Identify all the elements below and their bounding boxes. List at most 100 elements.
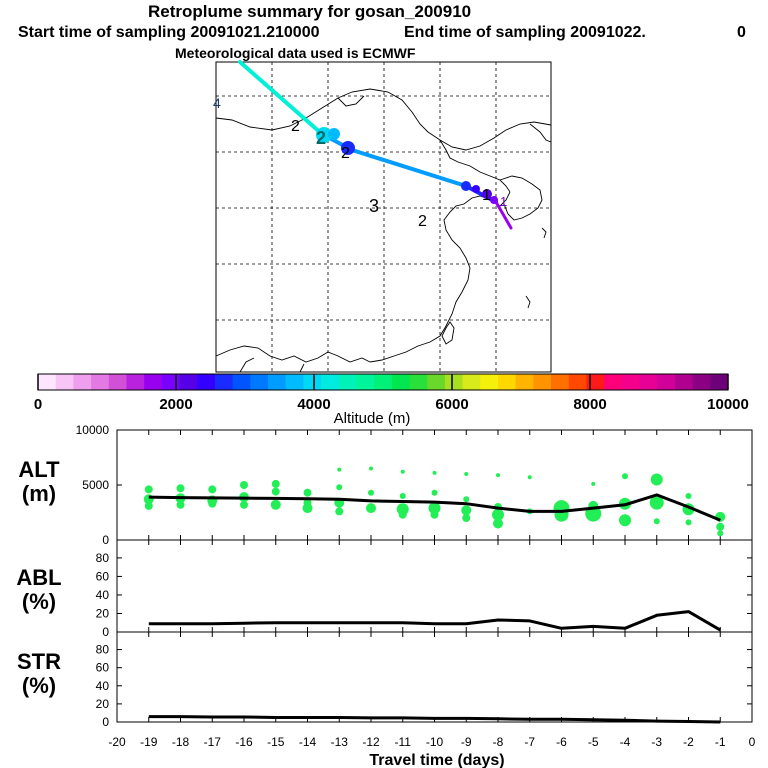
map-label: 1 (500, 194, 507, 209)
scatter-point (462, 514, 471, 522)
str-label-bottom: (%) (21, 673, 57, 698)
x-tick-label: -10 (426, 735, 444, 749)
trajectory-blob (461, 181, 471, 191)
alt-label-top: ALT (18, 457, 60, 482)
x-tick-label: -19 (140, 735, 158, 749)
trajectory-segment-1 (238, 60, 324, 136)
x-tick-label: -18 (172, 735, 190, 749)
scatter-point (649, 495, 664, 510)
scatter-point (270, 499, 281, 510)
colorbar-swatch (444, 374, 464, 390)
colorbar-swatch (356, 374, 375, 390)
scatter-point (303, 488, 312, 497)
colorbar-tick-label: 2000 (159, 396, 192, 413)
colorbar-swatch (391, 374, 411, 390)
map-graticule (216, 62, 551, 372)
trajectory-blob (341, 141, 355, 155)
colorbar-swatch (621, 374, 641, 390)
x-tick-label: -3 (651, 735, 662, 749)
y-tick-label: 0 (102, 533, 109, 547)
colorbar-swatch (674, 374, 694, 390)
colorbar-axis-label: Altitude (m) (334, 410, 411, 427)
x-tick-label: -11 (395, 735, 412, 749)
scatter-point (208, 485, 217, 494)
scatter-point (622, 473, 628, 480)
y-tick-label: 60 (96, 661, 110, 675)
colorbar-swatch (91, 374, 110, 390)
series-line (148, 493, 721, 522)
abl-label-bottom: (%) (21, 589, 57, 614)
colorbar-swatch (657, 374, 676, 390)
scatter-point (428, 502, 441, 515)
colorbar-swatch (38, 374, 57, 390)
scatter-point (368, 489, 374, 496)
scatter-point (302, 503, 313, 514)
abl-panel-label: ABL (%) (4, 566, 74, 614)
end-time-label: End time of sampling 20091022. (404, 24, 646, 41)
x-tick-label: -13 (331, 735, 349, 749)
page-title: Retroplume summary for gosan_200910 (148, 2, 472, 21)
scatter-point (240, 481, 248, 489)
alt-panel: 10000 5000 0 (76, 423, 753, 547)
scatter-point (432, 470, 437, 475)
x-tick-label: -8 (493, 735, 504, 749)
colorbar-swatch (179, 374, 198, 390)
end-time-suffix: 0 (737, 24, 746, 41)
scatter-point (271, 487, 280, 496)
colorbar-swatch (480, 374, 499, 390)
scatter-point (527, 475, 532, 480)
x-tick-label: 0 (749, 735, 756, 749)
colorbar-swatch (604, 374, 623, 390)
x-tick-label: -20 (108, 735, 126, 749)
x-tick-label: -16 (235, 735, 253, 749)
scatter-point (176, 500, 185, 509)
scatter-point (653, 518, 660, 525)
colorbar-swatch (639, 374, 658, 390)
meteo-data-label: Meteorological data used is ECMWF (175, 45, 416, 61)
scatter-point (431, 489, 438, 496)
scatter-point (399, 493, 406, 499)
colorbar-swatch (374, 374, 393, 390)
y-tick-label: 20 (96, 697, 110, 711)
colorbar-tick-label: 10000 (707, 396, 749, 413)
colorbar-swatch (232, 374, 251, 390)
str-panel: 80 60 40 20 0 (96, 631, 753, 729)
colorbar-swatch (533, 374, 552, 390)
colorbar-swatch (409, 374, 428, 390)
panel-frame (116, 631, 753, 723)
map-label: 4 (213, 95, 221, 111)
scatter-point (337, 467, 342, 472)
alt-label-bottom: (m) (21, 481, 57, 506)
scatter-point (493, 518, 503, 529)
colorbar-swatch (197, 374, 216, 390)
map-label: 2 (316, 128, 326, 148)
colorbar-swatch (214, 374, 234, 390)
x-axis-label: Travel time (days) (369, 752, 504, 768)
scatter-point (619, 514, 631, 527)
colorbar-swatch (498, 374, 517, 390)
colorbar-swatch (427, 374, 446, 390)
colorbar-swatch (710, 374, 729, 390)
scatter-point (176, 484, 185, 493)
map-label: 3 (369, 196, 379, 216)
colorbar-swatch (462, 374, 481, 390)
scatter-point (463, 496, 470, 503)
scatter-point (496, 473, 500, 478)
scatter-point (717, 530, 724, 537)
scatter-point (591, 481, 596, 486)
colorbar-swatch (551, 374, 570, 390)
y-tick-label: 40 (96, 588, 110, 602)
scatter-point (685, 493, 692, 499)
map-label: 2 (341, 145, 350, 162)
scatter-point (650, 473, 663, 486)
scatter-point (716, 522, 725, 531)
colorbar-swatch (285, 374, 304, 390)
colorbar-swatch (144, 374, 163, 390)
trajectory-blobs (316, 127, 498, 204)
scatter-point (271, 479, 280, 488)
str-panel-label: STR (%) (4, 650, 74, 698)
colorbar-swatch (586, 374, 605, 390)
x-tick-label: -6 (556, 735, 567, 749)
abl-panel: 80 60 40 20 0 (96, 539, 753, 639)
